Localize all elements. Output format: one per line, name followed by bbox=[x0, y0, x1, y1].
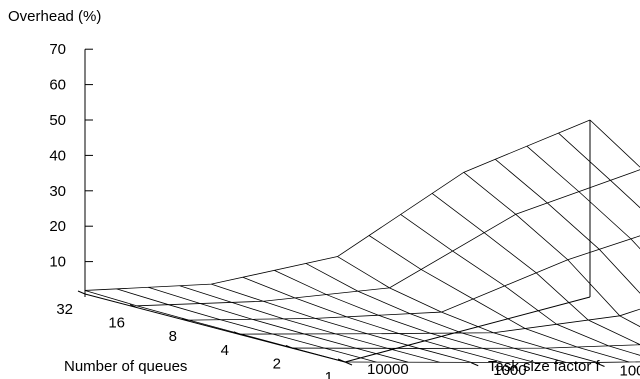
z-tick-label-70: 70 bbox=[49, 41, 66, 58]
series-line-task-3 bbox=[495, 158, 640, 294]
series-line-task-4 bbox=[463, 172, 640, 328]
series-line-task-1 bbox=[558, 132, 640, 209]
queue-axis-line bbox=[84, 293, 346, 363]
queue-tick-32 bbox=[77, 290, 86, 295]
task-tick-100 bbox=[597, 363, 605, 367]
queue-tick-label-32: 32 bbox=[56, 301, 73, 318]
series-line-task-15 bbox=[116, 288, 377, 363]
series-line-task-14 bbox=[148, 286, 409, 363]
series-line-task-9 bbox=[305, 263, 567, 363]
series-line-queue-32 bbox=[84, 119, 591, 291]
z-axis-title: Overhead (%) bbox=[8, 8, 101, 25]
task-tick-10000 bbox=[344, 361, 353, 366]
series-line-task-2 bbox=[526, 145, 640, 250]
series-line-task-11 bbox=[242, 276, 503, 363]
z-tick-label-10: 10 bbox=[49, 254, 66, 271]
surface-mesh bbox=[84, 119, 640, 363]
z-tick-label-40: 40 bbox=[49, 147, 66, 164]
queue-tick-label-16: 16 bbox=[108, 315, 125, 332]
queue-tick-8 bbox=[181, 317, 190, 322]
series-line-task-0 bbox=[589, 119, 640, 168]
series-line-task-7 bbox=[368, 235, 630, 363]
queue-tick-1 bbox=[337, 358, 346, 363]
task-tick-1000 bbox=[471, 362, 479, 367]
queue-tick-label-2: 2 bbox=[273, 355, 281, 372]
task-tick-label-1000: 1000 bbox=[493, 362, 526, 379]
queue-tick-16 bbox=[129, 304, 138, 309]
axes: 1020304050607032168421110100100010000 bbox=[49, 41, 640, 379]
x-axis-title: Number of queues bbox=[64, 358, 187, 375]
z-tick-label-60: 60 bbox=[49, 77, 66, 94]
task-axis-line bbox=[344, 296, 591, 363]
z-tick-label-50: 50 bbox=[49, 112, 66, 129]
series-line-task-10 bbox=[274, 269, 535, 363]
queue-tick-2 bbox=[285, 344, 294, 349]
task-tick-label-10000: 10000 bbox=[367, 361, 409, 378]
queue-tick-4 bbox=[233, 331, 242, 336]
queue-tick-label-1: 1 bbox=[325, 369, 333, 379]
queue-tick-label-4: 4 bbox=[221, 342, 229, 359]
y-axis-title: Task size factor f bbox=[488, 358, 601, 375]
series-line-task-12 bbox=[211, 283, 472, 363]
task-tick-label-100: 100 bbox=[620, 363, 640, 379]
series-line-task-8 bbox=[337, 256, 598, 363]
series-line-queue-8 bbox=[188, 235, 640, 321]
series-line-task-13 bbox=[179, 285, 440, 363]
series-line-task-5 bbox=[431, 193, 640, 346]
z-tick-label-30: 30 bbox=[49, 183, 66, 200]
queue-tick-label-8: 8 bbox=[169, 328, 177, 345]
z-tick-label-20: 20 bbox=[49, 218, 66, 235]
series-line-queue-16 bbox=[136, 169, 640, 307]
series-line-task-6 bbox=[400, 214, 640, 356]
